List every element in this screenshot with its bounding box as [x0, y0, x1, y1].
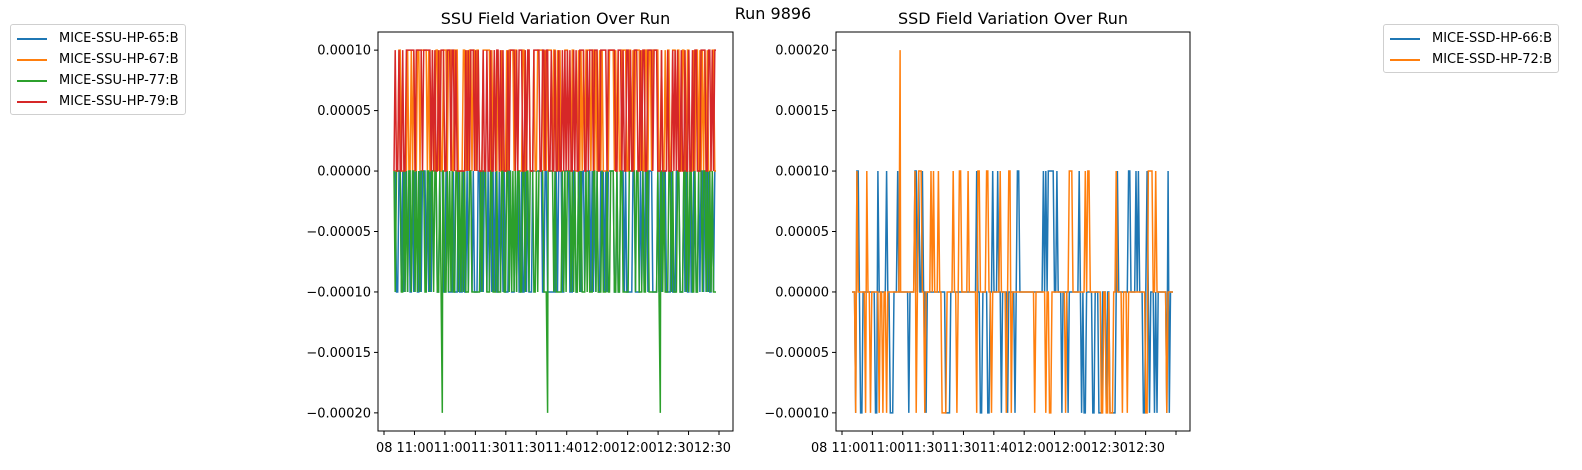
ssd-ytick-label: 0.00015 [775, 104, 829, 119]
ssd-ytick-label: 0.00000 [775, 285, 829, 300]
figure-suptitle: Run 9896 [734, 4, 812, 23]
legend-swatch [1390, 58, 1420, 61]
ssu-series-2 [393, 170, 716, 413]
ssu-xtick-labels: 08 11:0011:0011:3011:3011:4012:0012:0012… [376, 441, 731, 456]
ssu-ytick-label: 0.00010 [317, 44, 371, 59]
ssd-xtick-labels: 08 11:0011:0011:3011:3011:4012:0012:0012… [811, 441, 1165, 456]
ssd-ytick-label: 0.00020 [775, 44, 829, 59]
legend-swatch [17, 37, 47, 40]
legend-entry: MICE-SSU-HP-67:B [17, 49, 179, 70]
ssd-ytick-label: −0.00005 [764, 346, 829, 361]
ssu-ytick-label: −0.00020 [306, 406, 371, 421]
legend-label: MICE-SSU-HP-79:B [59, 94, 179, 109]
ssu-ytick-label: −0.00005 [306, 225, 371, 240]
legend-label: MICE-SSU-HP-67:B [59, 52, 179, 67]
ssd-ytick-label: 0.00005 [775, 225, 829, 240]
ssu-ytick-label: −0.00010 [306, 285, 371, 300]
ssu-legend: MICE-SSU-HP-65:B MICE-SSU-HP-67:B MICE-SSU… [10, 24, 186, 115]
ssu-ytick-label: 0.00005 [317, 104, 371, 119]
ssd-legend: MICE-SSD-HP-66:B MICE-SSD-HP-72:B [1383, 24, 1560, 73]
ssu-ytick-label: 0.00000 [317, 165, 371, 180]
ssu-ytick-label: −0.00015 [306, 346, 371, 361]
legend-swatch [17, 100, 47, 103]
ssd-series-group [852, 50, 1173, 414]
legend-swatch [17, 58, 47, 61]
ssu-series-3 [393, 49, 716, 172]
legend-entry: MICE-SSD-HP-72:B [1390, 49, 1552, 70]
ssd-plot: SSD Field Variation Over Run −0.00010 −0.0… [764, 9, 1191, 456]
ssd-series-1 [852, 50, 1173, 414]
legend-entry: MICE-SSU-HP-79:B [17, 91, 179, 112]
legend-entry: MICE-SSU-HP-77:B [17, 70, 179, 91]
legend-swatch [17, 79, 47, 82]
legend-entry: MICE-SSU-HP-65:B [17, 28, 179, 49]
ssd-title: SSD Field Variation Over Run [898, 9, 1128, 28]
ssd-ytick-label: −0.00010 [764, 406, 829, 421]
legend-label: MICE-SSU-HP-65:B [59, 31, 179, 46]
ssu-title: SSU Field Variation Over Run [441, 9, 670, 28]
legend-label: MICE-SSD-HP-72:B [1432, 52, 1553, 67]
legend-swatch [1390, 37, 1420, 40]
ssu-plot: SSU Field Variation Over Run −0.00020 −0.0… [306, 9, 734, 456]
ssu-series-group [393, 49, 716, 413]
legend-label: MICE-SSU-HP-77:B [59, 73, 179, 88]
legend-entry: MICE-SSD-HP-66:B [1390, 28, 1552, 49]
ssd-ytick-label: 0.00010 [775, 165, 829, 180]
legend-label: MICE-SSD-HP-66:B [1432, 31, 1553, 46]
